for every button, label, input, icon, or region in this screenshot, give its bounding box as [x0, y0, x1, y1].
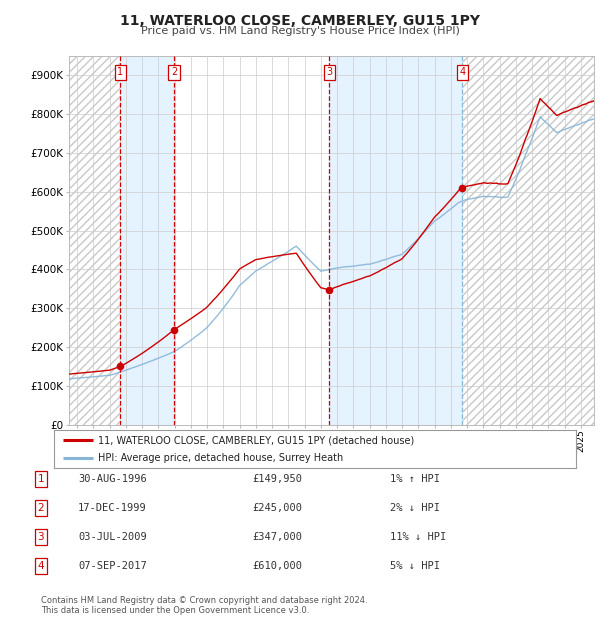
Text: £610,000: £610,000 — [252, 561, 302, 571]
Text: 11, WATERLOO CLOSE, CAMBERLEY, GU15 1PY (detached house): 11, WATERLOO CLOSE, CAMBERLEY, GU15 1PY … — [98, 435, 415, 445]
Text: 1% ↑ HPI: 1% ↑ HPI — [390, 474, 440, 484]
Text: 11, WATERLOO CLOSE, CAMBERLEY, GU15 1PY: 11, WATERLOO CLOSE, CAMBERLEY, GU15 1PY — [120, 14, 480, 28]
Bar — [329, 56, 462, 425]
Text: HPI: Average price, detached house, Surrey Heath: HPI: Average price, detached house, Surr… — [98, 453, 344, 464]
Text: £149,950: £149,950 — [252, 474, 302, 484]
Text: 1: 1 — [117, 68, 124, 78]
Text: 03-JUL-2009: 03-JUL-2009 — [78, 532, 147, 542]
Text: Contains HM Land Registry data © Crown copyright and database right 2024.
This d: Contains HM Land Registry data © Crown c… — [41, 596, 367, 615]
Text: 1: 1 — [37, 474, 44, 484]
Text: 3: 3 — [37, 532, 44, 542]
Text: 07-SEP-2017: 07-SEP-2017 — [78, 561, 147, 571]
Text: 5% ↓ HPI: 5% ↓ HPI — [390, 561, 440, 571]
Text: 17-DEC-1999: 17-DEC-1999 — [78, 503, 147, 513]
Bar — [121, 56, 174, 425]
Text: 2: 2 — [171, 68, 177, 78]
Text: 3: 3 — [326, 68, 332, 78]
Bar — [69, 56, 121, 425]
Text: 4: 4 — [459, 68, 465, 78]
Text: 2% ↓ HPI: 2% ↓ HPI — [390, 503, 440, 513]
Text: 30-AUG-1996: 30-AUG-1996 — [78, 474, 147, 484]
Text: £245,000: £245,000 — [252, 503, 302, 513]
Text: Price paid vs. HM Land Registry's House Price Index (HPI): Price paid vs. HM Land Registry's House … — [140, 26, 460, 36]
Text: 2: 2 — [37, 503, 44, 513]
Text: 11% ↓ HPI: 11% ↓ HPI — [390, 532, 446, 542]
Bar — [462, 56, 594, 425]
Text: 4: 4 — [37, 561, 44, 571]
Text: £347,000: £347,000 — [252, 532, 302, 542]
